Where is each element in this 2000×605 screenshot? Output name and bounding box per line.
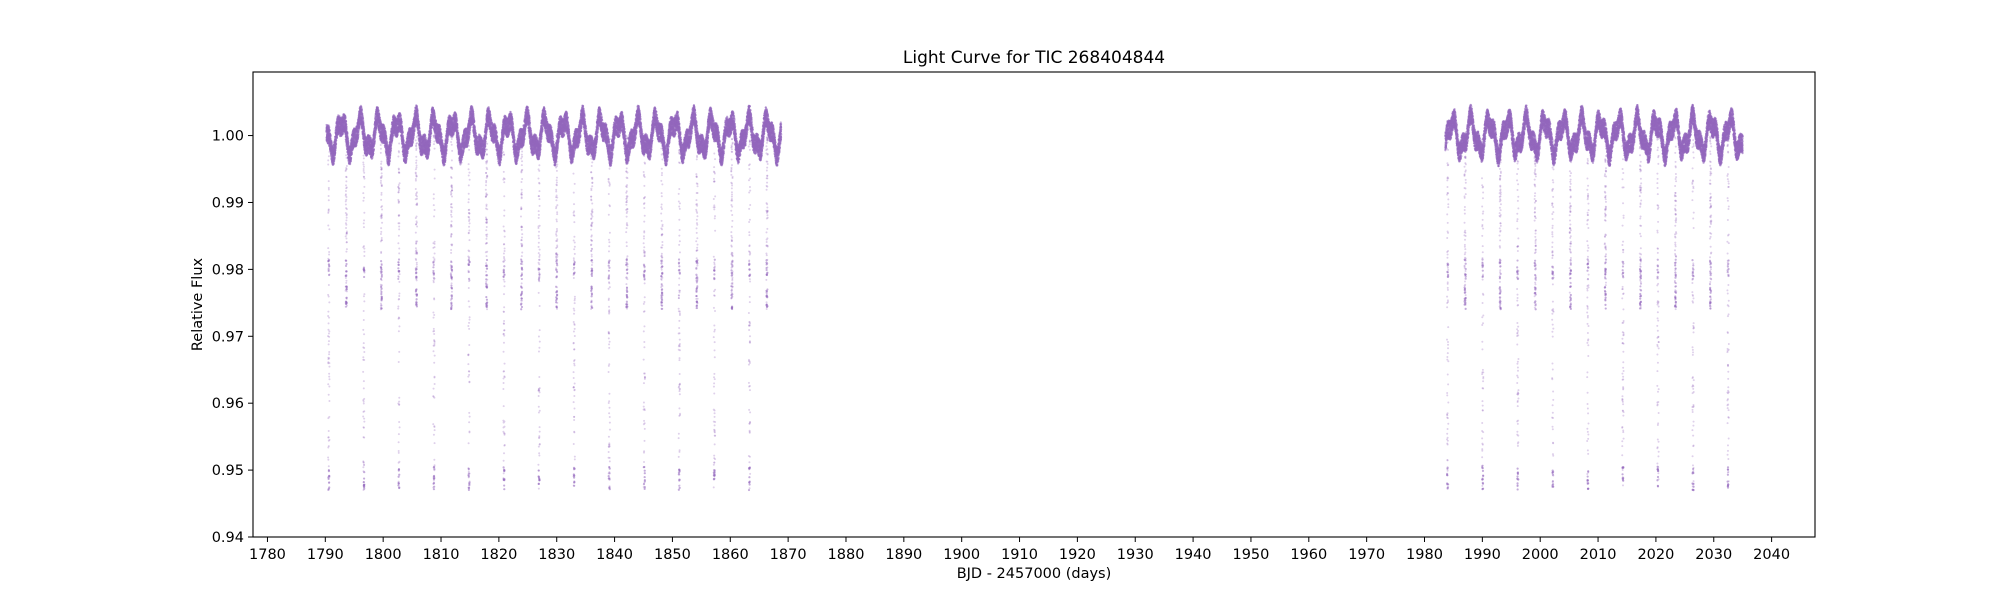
data-point — [413, 136, 415, 138]
data-point — [374, 140, 376, 142]
data-point — [364, 133, 366, 135]
data-point — [389, 160, 391, 162]
data-point — [400, 118, 402, 120]
data-point — [428, 149, 430, 151]
data-point — [335, 139, 337, 141]
data-point — [331, 142, 333, 144]
data-point — [389, 152, 391, 154]
data-point — [434, 116, 436, 118]
data-point — [389, 157, 391, 159]
data-point — [373, 148, 375, 150]
data-point — [363, 129, 365, 131]
data-point — [430, 135, 432, 137]
data-point — [406, 158, 408, 160]
data-point — [330, 135, 332, 137]
data-point — [335, 145, 337, 147]
data-point — [372, 153, 374, 155]
data-point — [345, 126, 347, 128]
data-point — [406, 152, 408, 154]
data-point — [375, 132, 377, 134]
data-point — [345, 120, 347, 122]
data-point — [329, 130, 331, 132]
data-point — [357, 133, 359, 135]
data-point — [378, 110, 380, 112]
data-point — [418, 121, 420, 123]
data-point — [333, 163, 335, 165]
data-point — [428, 152, 430, 154]
data-point — [371, 157, 373, 159]
data-point — [435, 120, 437, 122]
data-point — [431, 127, 433, 129]
data-point — [361, 108, 363, 110]
data-point — [335, 143, 337, 145]
data-point — [378, 114, 380, 116]
data-point — [362, 122, 364, 124]
data-point — [334, 157, 336, 159]
data-point — [419, 131, 421, 133]
data-point — [357, 135, 359, 137]
data-point — [345, 128, 347, 130]
data-point — [385, 135, 387, 137]
data-point — [351, 152, 353, 154]
data-point — [334, 152, 336, 154]
data-point — [429, 139, 431, 141]
data-point — [379, 117, 381, 119]
data-point — [401, 128, 403, 130]
data-point — [336, 137, 338, 139]
data-point — [390, 149, 392, 151]
data-point — [344, 116, 346, 118]
data-point — [391, 137, 393, 139]
data-point — [390, 147, 392, 149]
data-point — [430, 132, 432, 134]
data-point — [418, 124, 420, 126]
data-point — [403, 141, 405, 143]
data-point — [350, 157, 352, 159]
data-point — [418, 127, 420, 129]
data-point — [416, 106, 418, 108]
data-point — [374, 136, 376, 138]
data-point — [345, 124, 347, 126]
data-point — [384, 128, 386, 130]
data-point — [334, 149, 336, 151]
data-point — [347, 142, 349, 144]
data-point — [430, 130, 432, 132]
data-point — [385, 138, 387, 140]
data-point — [413, 133, 415, 135]
data-point — [402, 137, 404, 139]
data-point — [414, 128, 416, 130]
data-point — [417, 114, 419, 116]
data-point — [424, 134, 426, 136]
data-point — [349, 162, 351, 164]
data-point — [357, 131, 359, 133]
data-point — [369, 135, 371, 137]
data-point — [433, 113, 435, 115]
data-point — [417, 110, 419, 112]
data-point — [429, 137, 431, 139]
data-point — [401, 121, 403, 123]
data-point — [400, 115, 402, 117]
data-point — [328, 126, 330, 128]
data-point — [402, 132, 404, 134]
